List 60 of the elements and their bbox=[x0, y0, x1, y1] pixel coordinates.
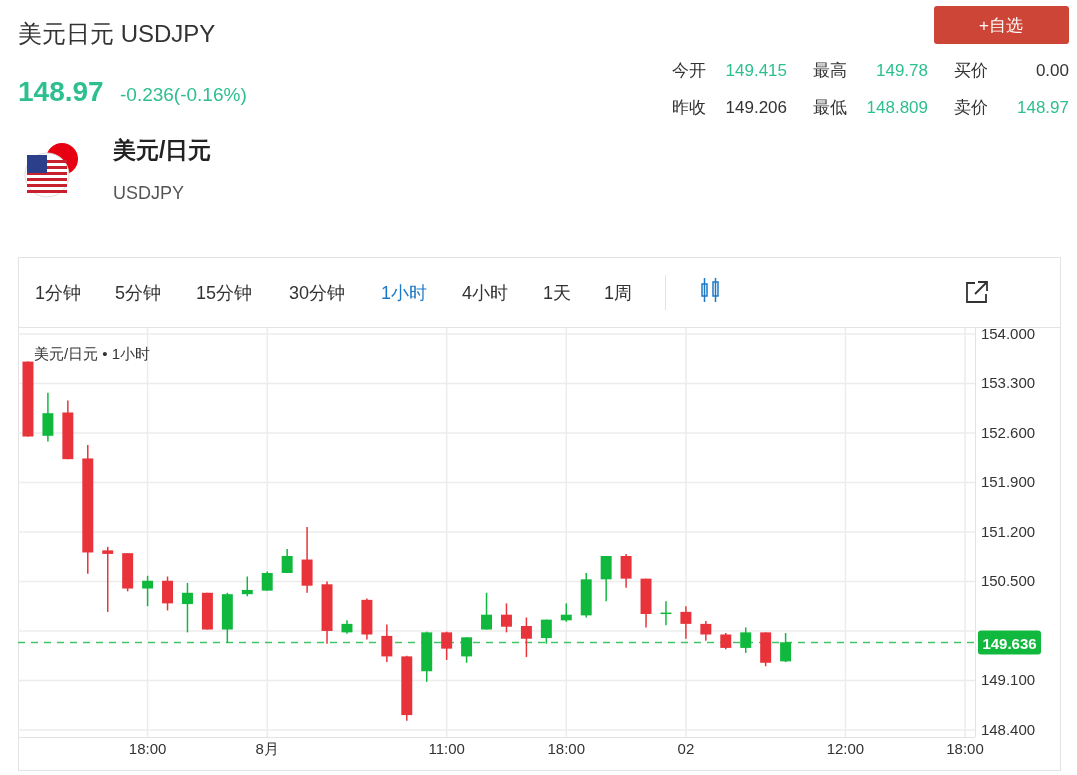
candlestick bbox=[441, 630, 453, 661]
text: 148.809 bbox=[866, 98, 928, 117]
candlestick bbox=[241, 575, 253, 598]
x-tick-label: 8月 bbox=[255, 740, 279, 757]
y-tick-label: 150.500 bbox=[980, 572, 1036, 590]
text: 148.97 bbox=[18, 76, 104, 107]
text: 30分钟 bbox=[289, 283, 346, 303]
text: 148.97 bbox=[1017, 98, 1069, 117]
text: 今开 bbox=[672, 61, 706, 80]
candlestick bbox=[481, 592, 493, 631]
text: +自选 bbox=[979, 16, 1023, 35]
text: 149.206 bbox=[725, 98, 787, 117]
text: 0.00 bbox=[1035, 61, 1069, 80]
y-tick-label: 154.000 bbox=[980, 325, 1036, 343]
text: 1天 bbox=[543, 283, 572, 303]
text: -0.236(-0.16%) bbox=[120, 84, 247, 105]
y-tick-label: 148.400 bbox=[980, 720, 1036, 738]
candlestick bbox=[620, 553, 632, 589]
candlestick bbox=[520, 616, 532, 658]
text: 1分钟 bbox=[35, 283, 82, 303]
text: 昨收 bbox=[672, 98, 706, 117]
text: USDJPY bbox=[113, 183, 185, 203]
x-tick-label: 11:00 bbox=[428, 740, 465, 757]
y-tick-label: 151.900 bbox=[980, 473, 1036, 491]
x-tick-label: 18:00 bbox=[547, 740, 586, 757]
y-tick-label: 153.300 bbox=[980, 374, 1036, 392]
y-tick-label: 149.100 bbox=[980, 671, 1036, 689]
candlestick bbox=[142, 575, 154, 607]
candlestick bbox=[600, 555, 612, 603]
text: 美元/日元 bbox=[112, 137, 212, 163]
text: 149.415 bbox=[725, 61, 787, 80]
x-tick-label: 12:00 bbox=[826, 740, 865, 757]
x-tick-label: 02 bbox=[677, 740, 695, 757]
text: 15分钟 bbox=[196, 283, 253, 303]
candlestick bbox=[42, 391, 54, 443]
x-tick-label: 18:00 bbox=[128, 740, 167, 757]
text: 5分钟 bbox=[115, 283, 162, 303]
candlestick bbox=[102, 546, 114, 613]
text: 最低 bbox=[813, 98, 847, 117]
candlestick bbox=[261, 570, 273, 592]
candlestick bbox=[181, 582, 193, 634]
text: 美元/日元 • 1小时 bbox=[34, 345, 151, 362]
text: 卖价 bbox=[954, 98, 988, 117]
text: 1周 bbox=[604, 283, 633, 303]
text: 最高 bbox=[813, 61, 847, 80]
candlestick bbox=[162, 575, 174, 612]
ref-line-label: 149.636 bbox=[982, 634, 1037, 652]
candlestick bbox=[281, 548, 293, 574]
text: 4小时 bbox=[462, 283, 509, 303]
text: 149.78 bbox=[876, 61, 928, 80]
text: 1小时 bbox=[381, 283, 428, 303]
candlestick bbox=[700, 620, 712, 642]
x-tick-label: 18:00 bbox=[946, 740, 984, 757]
y-tick-label: 152.600 bbox=[980, 423, 1036, 441]
candlestick bbox=[381, 623, 393, 663]
y-tick-label: 151.200 bbox=[980, 522, 1036, 540]
text: 买价 bbox=[954, 61, 988, 80]
candlestick bbox=[680, 605, 692, 640]
candlestick bbox=[500, 602, 512, 634]
chart-title: 美元日元 USDJPY bbox=[18, 20, 216, 47]
